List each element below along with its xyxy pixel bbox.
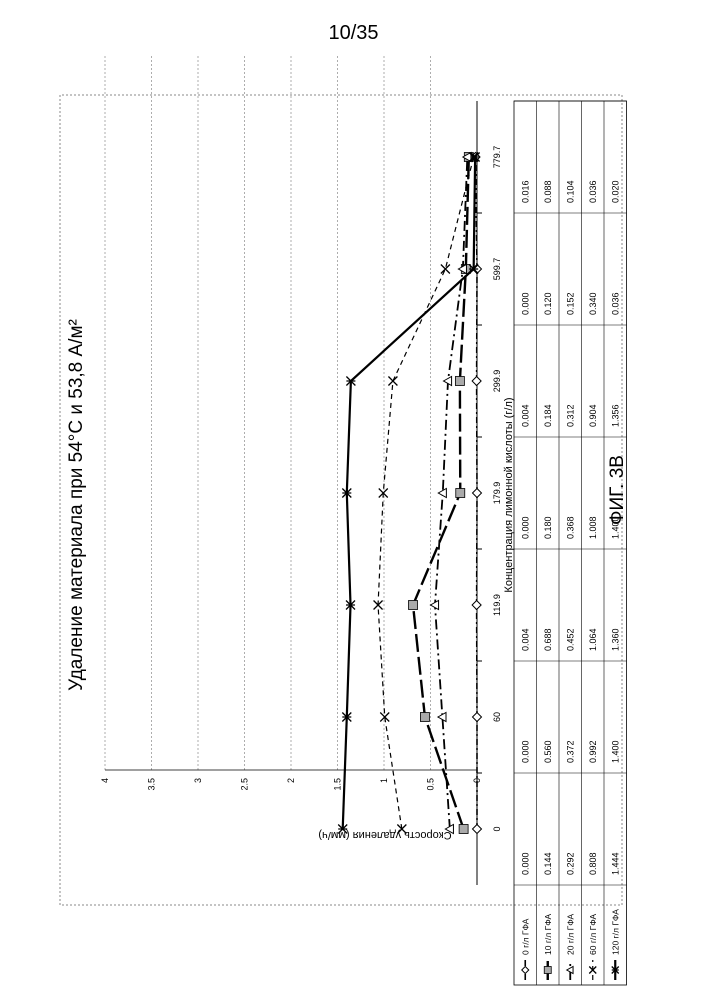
table-cell: 0.000 — [520, 292, 530, 315]
chart-title: Удаление материала при 54°С и 53,8 А/м² — [66, 319, 87, 691]
data-point — [388, 377, 397, 386]
table-cell: 0.036 — [588, 180, 598, 203]
table-cell: 0.180 — [543, 516, 553, 539]
series-layer — [338, 153, 481, 834]
table-border — [514, 101, 627, 985]
data-point — [409, 601, 418, 610]
legend-label: 0 г/л ГФА — [520, 918, 530, 955]
table-cell: 0.152 — [565, 292, 575, 315]
x-tick-label: 179.9 — [492, 482, 502, 505]
data-point — [456, 489, 465, 498]
table-cell: 0.368 — [565, 516, 575, 539]
table-cell: 0.000 — [520, 740, 530, 763]
x-axis-title: Концентрация лимонной кислоты (г/л) — [503, 397, 515, 592]
legend-marker — [544, 967, 551, 974]
x-tick-label: 119.9 — [492, 594, 502, 616]
table-cell: 1.400 — [610, 740, 620, 763]
series-line-4 — [343, 157, 475, 829]
table-cell: 0.000 — [520, 516, 530, 539]
table-cell: 0.452 — [565, 628, 575, 651]
table-cell: 0.000 — [520, 852, 530, 875]
data-point — [420, 713, 429, 722]
table-cell: 0.088 — [543, 180, 553, 203]
x-tick-label: 60 — [492, 712, 502, 722]
table-cell: 0.688 — [543, 628, 553, 651]
x-tick-label: 0 — [492, 826, 502, 831]
data-point — [473, 825, 482, 834]
y-tick-label: 2.5 — [240, 778, 250, 791]
table-cell: 1.444 — [610, 852, 620, 875]
chart-rotated-group: 00.511.522.533.54060119.9179.9299.9599.7… — [60, 55, 627, 985]
x-tick-label: 599.7 — [492, 258, 502, 281]
table-cell: 0.036 — [610, 292, 620, 315]
data-point — [473, 489, 482, 498]
table-cell: 0.104 — [565, 180, 575, 203]
table-cell: 0.004 — [520, 628, 530, 651]
table-cell: 1.008 — [588, 516, 598, 539]
data-point — [438, 489, 446, 498]
table-cell: 0.904 — [588, 404, 598, 427]
y-tick-label: 3.5 — [147, 778, 157, 791]
table-cell: 1.064 — [588, 628, 598, 651]
table-cell: 0.808 — [588, 852, 598, 875]
table-cell: 0.992 — [588, 740, 598, 763]
table-cell: 0.184 — [543, 404, 553, 427]
y-tick-label: 3 — [193, 778, 203, 783]
data-point — [472, 377, 481, 386]
legend-label: 60 г/л ГФА — [588, 914, 598, 955]
y-tick-label: 1 — [379, 778, 389, 783]
figure-caption: ФИГ. 3В — [603, 445, 633, 535]
table-cell: 0.312 — [565, 404, 575, 427]
x-tick-label: 299.9 — [492, 370, 502, 393]
table-cell: 1.360 — [610, 628, 620, 651]
table-cell: 0.560 — [543, 740, 553, 763]
data-point — [441, 265, 450, 274]
legend-marker — [522, 967, 529, 974]
data-table: 0 г/л ГФА 0.000 0.000 0.004 0.000 0.004 0.000 0… — [514, 101, 627, 985]
legend-label: 120 г/л ГФА — [610, 909, 620, 955]
table-cell: 0.340 — [588, 292, 598, 315]
grid-layer — [105, 55, 431, 770]
legend-label: 20 г/л ГФА — [565, 914, 575, 955]
table-cell: 0.372 — [565, 740, 575, 763]
table-cell: 0.120 — [543, 292, 553, 315]
data-point — [455, 377, 464, 386]
y-tick-label: 0.5 — [426, 778, 436, 791]
y-tick-label: 2 — [286, 778, 296, 783]
y-tick-label: 4 — [100, 778, 110, 783]
table-cell: 1.356 — [610, 404, 620, 427]
x-tick-label: 779.7 — [492, 146, 502, 169]
table-cell: 0.020 — [610, 180, 620, 203]
data-point — [473, 713, 482, 722]
y-axis-title: Скорость удаления (мм/ч) — [318, 829, 451, 841]
table-cell: 0.016 — [520, 180, 530, 203]
legend-label: 10 г/л ГФА — [543, 914, 553, 955]
table-cell: 0.292 — [565, 852, 575, 875]
data-point — [459, 825, 468, 834]
table-cell: 0.004 — [520, 404, 530, 427]
data-point — [472, 601, 481, 610]
table-cell: 0.144 — [543, 852, 553, 875]
y-tick-label: 1.5 — [333, 778, 343, 791]
